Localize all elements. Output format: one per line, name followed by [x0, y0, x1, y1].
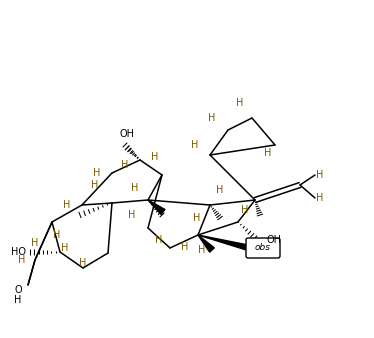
Polygon shape	[148, 200, 165, 215]
Text: H: H	[128, 210, 135, 220]
Text: H: H	[193, 213, 200, 223]
Text: H: H	[93, 168, 100, 178]
Text: H: H	[61, 243, 68, 253]
Text: O: O	[14, 285, 22, 295]
Text: H: H	[31, 238, 39, 248]
Text: H: H	[236, 98, 244, 108]
Text: H: H	[62, 200, 70, 210]
Polygon shape	[198, 235, 258, 253]
Text: H: H	[91, 180, 99, 190]
Text: H: H	[53, 230, 60, 240]
Text: obs: obs	[255, 243, 271, 252]
Text: H: H	[216, 185, 224, 195]
Text: H: H	[14, 295, 22, 305]
FancyBboxPatch shape	[246, 238, 280, 258]
Text: H: H	[79, 258, 87, 268]
Text: H: H	[240, 205, 248, 215]
Text: H: H	[316, 170, 324, 180]
Text: H: H	[181, 242, 189, 252]
Text: H: H	[18, 255, 25, 265]
Text: H: H	[131, 183, 138, 193]
Text: H: H	[208, 113, 215, 123]
Text: H: H	[191, 140, 198, 150]
Text: OH: OH	[267, 235, 282, 245]
Text: OH: OH	[120, 129, 135, 139]
Text: H: H	[151, 152, 159, 162]
Text: H: H	[264, 148, 272, 158]
Text: H: H	[154, 235, 162, 245]
Text: H: H	[197, 245, 205, 255]
Text: HO: HO	[11, 247, 26, 257]
Text: H: H	[316, 193, 324, 203]
Text: H: H	[121, 160, 129, 170]
Polygon shape	[198, 235, 214, 252]
